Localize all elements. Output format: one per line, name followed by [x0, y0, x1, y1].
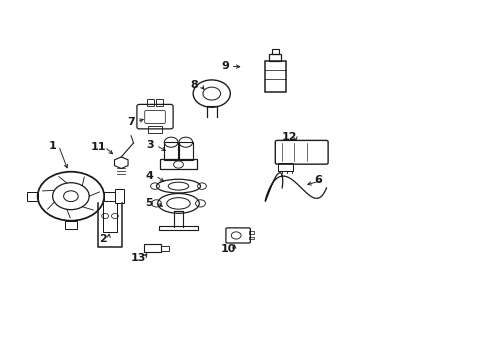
- Text: 3: 3: [146, 140, 154, 150]
- Text: 12: 12: [281, 132, 297, 142]
- Text: 6: 6: [313, 175, 321, 185]
- Text: 8: 8: [190, 80, 198, 90]
- Text: 5: 5: [144, 198, 152, 208]
- Bar: [161, 246, 168, 251]
- Text: 9: 9: [221, 61, 228, 71]
- Bar: [65, 221, 77, 229]
- Text: 13: 13: [130, 253, 145, 263]
- Bar: [164, 142, 178, 160]
- Bar: [104, 192, 115, 201]
- Bar: [143, 244, 161, 252]
- Text: 2: 2: [99, 234, 106, 244]
- Text: 11: 11: [91, 142, 106, 152]
- Bar: [248, 237, 253, 239]
- Text: 7: 7: [127, 117, 135, 127]
- Bar: [278, 163, 292, 171]
- Bar: [160, 159, 197, 169]
- Bar: [179, 142, 192, 160]
- Text: 10: 10: [220, 244, 236, 254]
- Bar: [159, 226, 198, 230]
- Bar: [271, 49, 278, 54]
- Text: 4: 4: [145, 171, 153, 181]
- Bar: [146, 99, 153, 106]
- Text: 1: 1: [49, 141, 57, 151]
- Bar: [269, 54, 281, 61]
- Bar: [27, 192, 38, 201]
- Bar: [264, 61, 285, 92]
- Bar: [248, 231, 253, 234]
- Bar: [156, 99, 163, 106]
- Bar: [115, 189, 123, 203]
- Bar: [147, 126, 162, 133]
